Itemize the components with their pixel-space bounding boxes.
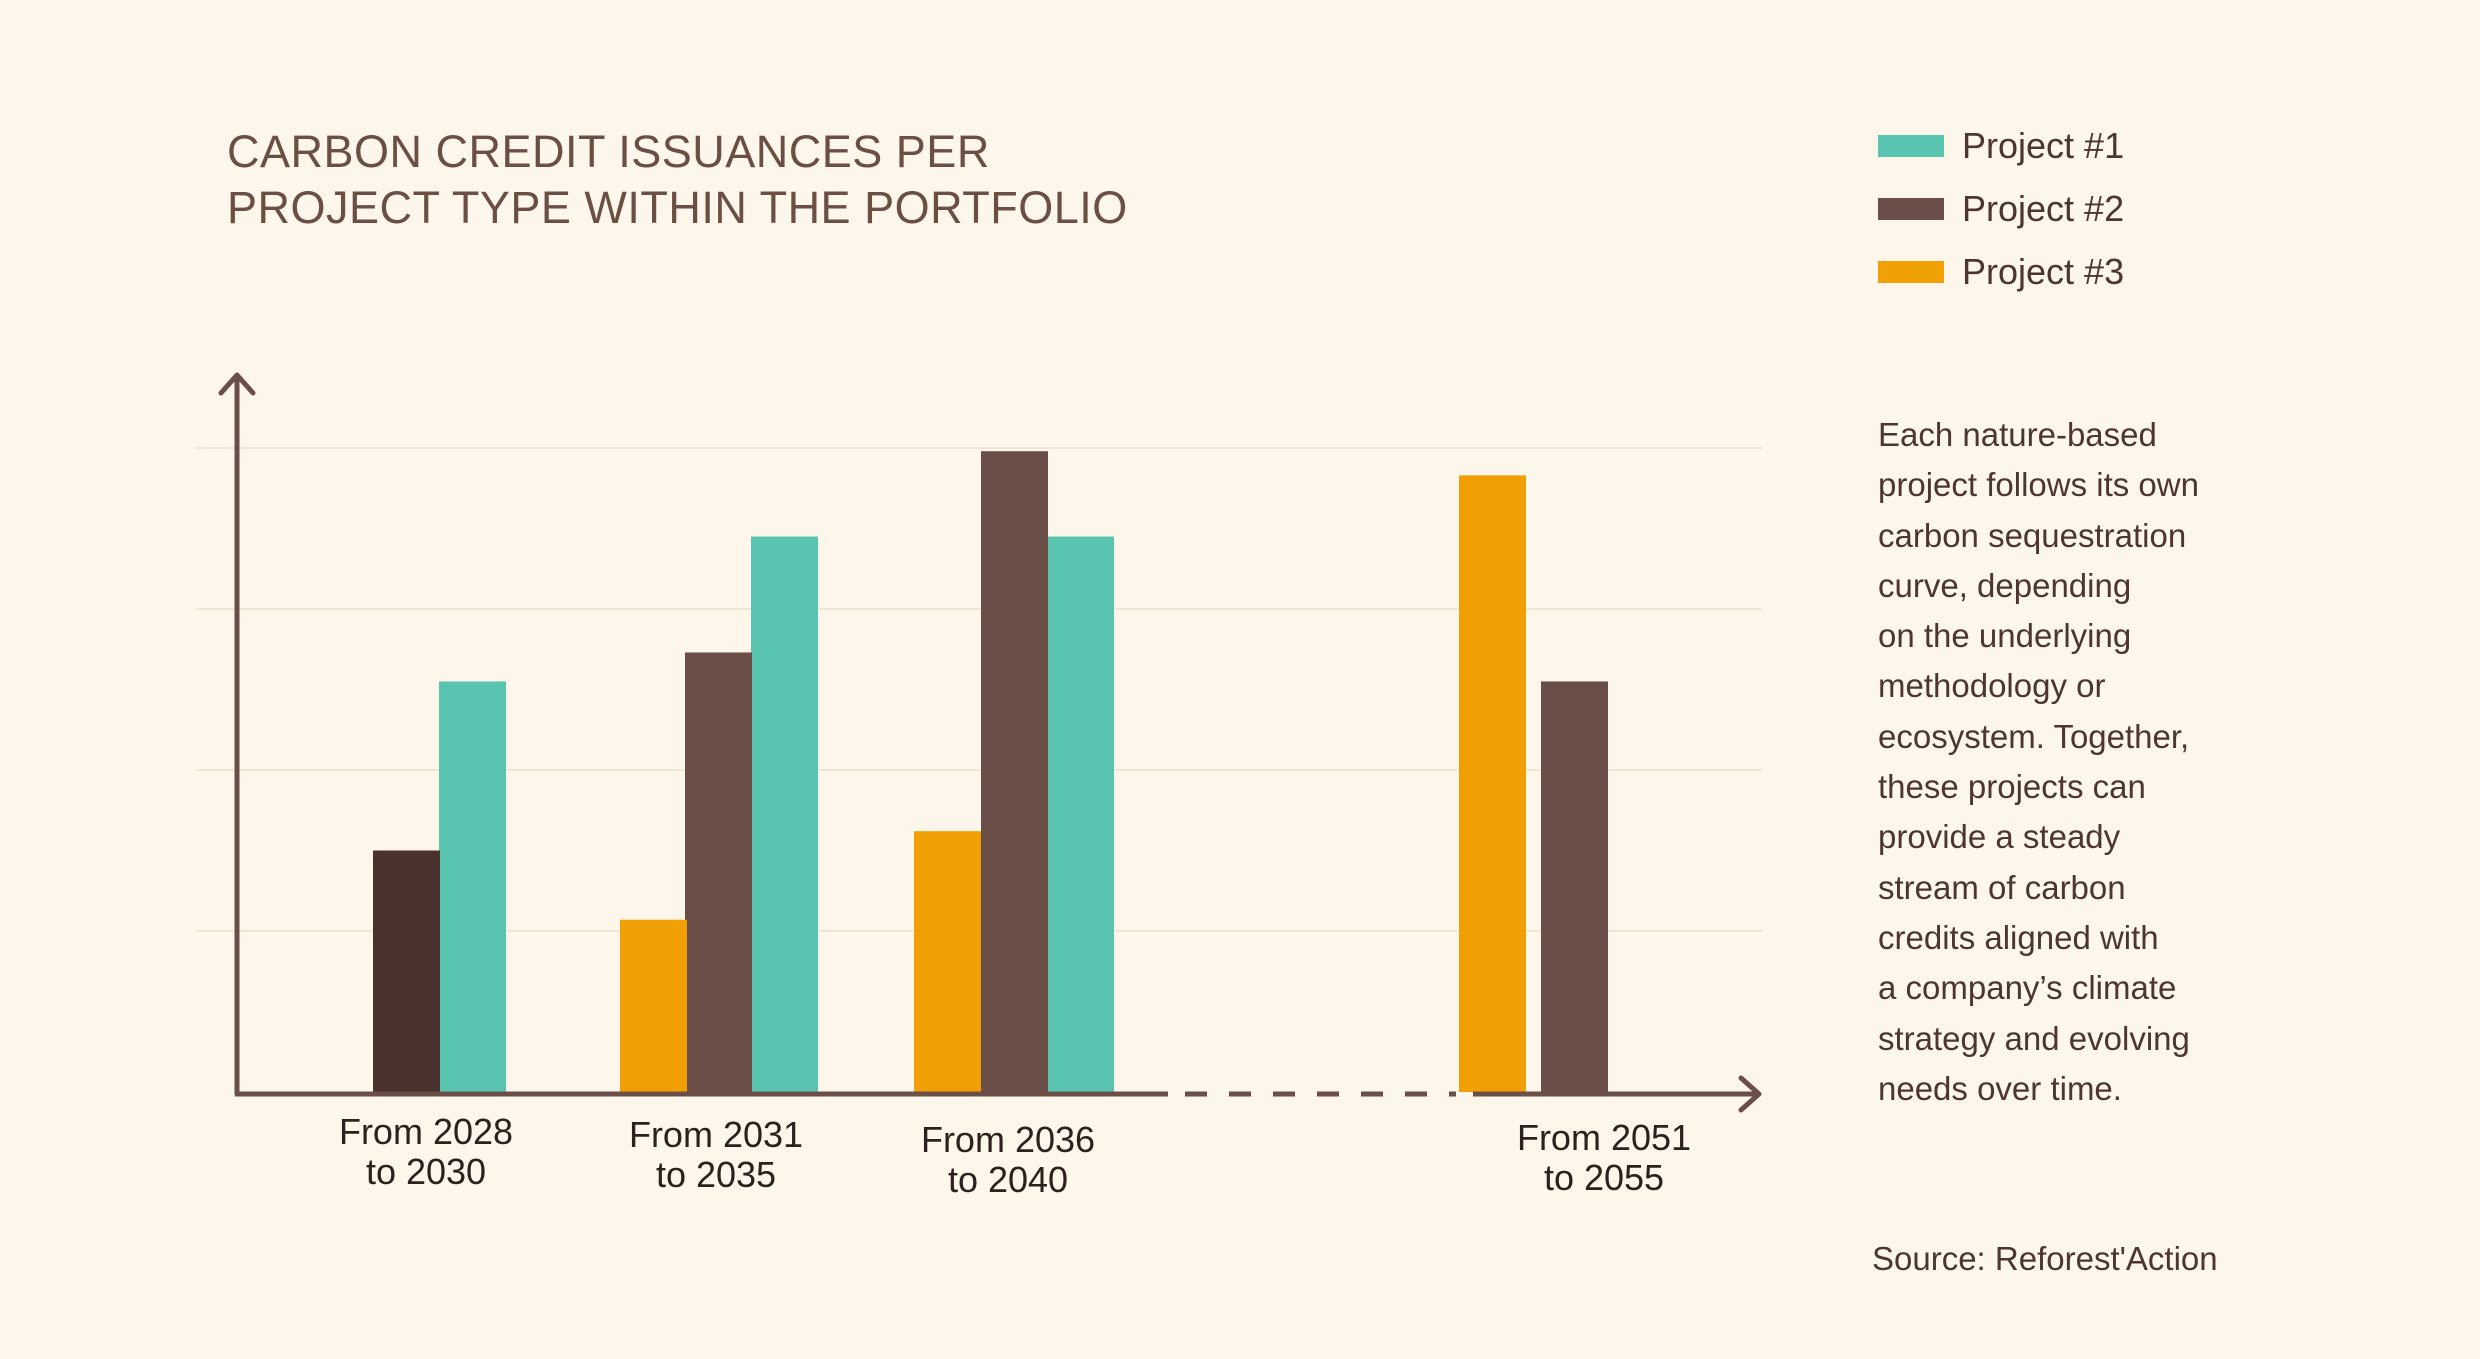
chart-title-line-2: PROJECT TYPE WITHIN THE PORTFOLIO: [227, 182, 1128, 233]
chart-title: CARBON CREDIT ISSUANCES PER PROJECT TYPE…: [227, 124, 1227, 236]
bar-project-3-cat-4: [1459, 475, 1526, 1092]
legend-item-project-1: Project #1: [1878, 114, 2124, 177]
chart-title-line-1: CARBON CREDIT ISSUANCES PER: [227, 126, 990, 177]
legend-label-project-3: Project #3: [1962, 250, 2125, 292]
description-line: needs over time.: [1878, 1069, 2122, 1107]
x-tick-label: From 2036: [921, 1119, 1095, 1160]
legend-swatch-project-3: [1878, 260, 1944, 283]
legend-label-project-2: Project #2: [1962, 187, 2125, 229]
x-tick-label: From 2051: [1517, 1117, 1691, 1158]
x-tick-label: to 2035: [656, 1154, 776, 1195]
bar-project-2-cat-4: [1541, 681, 1608, 1092]
description-line: curve, depending: [1878, 566, 2132, 604]
x-tick-label: to 2055: [1544, 1157, 1664, 1198]
description-line: a company’s climate: [1878, 969, 2177, 1007]
bar-project-2-cat-3: [981, 451, 1048, 1093]
bar-project-2-cat-1: [373, 850, 440, 1092]
description-line: on the underlying: [1878, 617, 2132, 655]
legend: Project #1 Project #2 Project #3: [1878, 114, 2124, 303]
description-line: ecosystem. Together,: [1878, 717, 2190, 755]
legend-label-project-1: Project #1: [1962, 124, 2125, 166]
bar-project-3-cat-2: [620, 919, 687, 1092]
description-line: stream of carbon: [1878, 868, 2126, 906]
x-tick-label: From 2028: [339, 1111, 513, 1152]
description-line: project follows its own: [1878, 466, 2199, 504]
source-note: Source: Reforest'Action: [1872, 1240, 2218, 1277]
y-axis-arrowhead: [218, 372, 256, 396]
description-line: carbon sequestration: [1878, 516, 2187, 554]
description-text: Each nature-based project follows its ow…: [1878, 410, 2318, 1114]
x-tick-label: From 2031: [629, 1114, 803, 1155]
axes: [218, 372, 1762, 1113]
description-line: Each nature-based: [1878, 416, 2157, 453]
description-line: these projects can: [1878, 768, 2146, 806]
legend-swatch-project-1: [1878, 134, 1944, 157]
legend-item-project-3: Project #3: [1878, 240, 2124, 303]
bar-project-1-cat-1: [439, 681, 506, 1092]
bar-project-1-cat-3: [1047, 536, 1114, 1092]
legend-swatch-project-2: [1878, 197, 1944, 220]
description-line: provide a steady: [1878, 818, 2121, 856]
description-line: credits aligned with: [1878, 918, 2159, 956]
bars: [373, 451, 1608, 1093]
x-tick-label: to 2040: [948, 1159, 1068, 1200]
bar-project-1-cat-2: [751, 536, 818, 1092]
description-line: methodology or: [1878, 667, 2106, 705]
bar-project-3-cat-3: [914, 831, 981, 1092]
x-tick-label: to 2030: [366, 1151, 486, 1192]
legend-item-project-2: Project #2: [1878, 177, 2124, 240]
bar-project-2-cat-2: [685, 652, 752, 1092]
x-axis-arrowhead: [1738, 1075, 1762, 1113]
description-line: strategy and evolving: [1878, 1019, 2190, 1057]
